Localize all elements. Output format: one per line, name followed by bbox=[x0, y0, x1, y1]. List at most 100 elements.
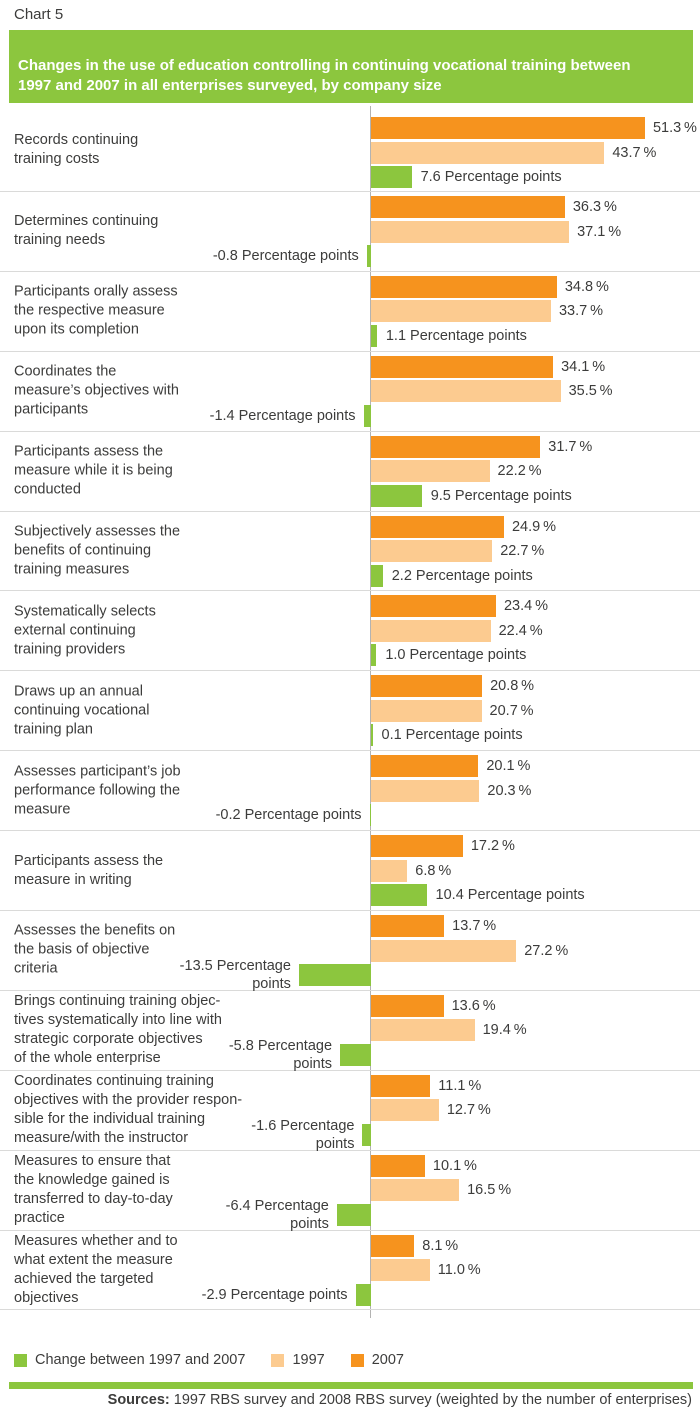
value-label-2007: 24.9 % bbox=[511, 518, 556, 535]
change-label: 9.5 Percentage points bbox=[430, 487, 572, 504]
bar-1997 bbox=[371, 1099, 439, 1122]
bar-2007 bbox=[371, 196, 565, 218]
bar-change bbox=[371, 884, 427, 907]
chart-title-banner: Changes in the use of education controll… bbox=[9, 30, 693, 103]
bar-1997 bbox=[371, 1019, 475, 1042]
value-label-1997: 22.2 % bbox=[497, 463, 542, 480]
chart-row: Brings continuing training objec- tives … bbox=[0, 991, 700, 1072]
change-label: 10.4 Percentage points bbox=[435, 887, 585, 904]
chart-row: Participants assess the measure while it… bbox=[0, 432, 700, 512]
legend-item-change: Change between 1997 and 2007 bbox=[14, 1352, 245, 1368]
bar-2007 bbox=[371, 117, 645, 139]
category-label: Participants orally assess the respectiv… bbox=[14, 283, 178, 338]
bar-change bbox=[366, 245, 371, 267]
category-label: Measures to ensure that the knowledge ga… bbox=[14, 1153, 173, 1227]
bar-change bbox=[336, 1203, 371, 1226]
legend-swatch-change bbox=[14, 1353, 27, 1367]
value-label-2007: 36.3 % bbox=[572, 199, 617, 215]
chart-row: Participants assess the measure in writi… bbox=[0, 831, 700, 912]
value-label-2007: 51.3 % bbox=[652, 120, 697, 136]
bar-2007 bbox=[371, 1074, 431, 1097]
bar-2007 bbox=[371, 595, 496, 618]
chart-row: Measures to ensure that the knowledge ga… bbox=[0, 1151, 700, 1232]
category-label: Draws up an annual continuing vocational… bbox=[14, 683, 150, 738]
value-label-2007: 23.4 % bbox=[503, 598, 548, 615]
bar-change bbox=[340, 1043, 371, 1066]
bar-change bbox=[371, 644, 377, 667]
legend-item-2007: 2007 bbox=[350, 1352, 404, 1368]
category-label: Assesses participant’s job performance f… bbox=[14, 763, 181, 818]
change-label: -2.9 Percentage points bbox=[201, 1286, 348, 1303]
category-label: Assesses the benefits on the basis of ob… bbox=[14, 922, 176, 977]
legend-label-change: Change between 1997 and 2007 bbox=[35, 1352, 246, 1368]
bar-change bbox=[298, 964, 371, 987]
category-label: Measures whether and to what extent the … bbox=[14, 1233, 178, 1307]
value-label-1997: 20.3 % bbox=[487, 782, 532, 799]
legend-label-1997: 1997 bbox=[292, 1352, 325, 1368]
category-label: Subjectively assesses the benefits of co… bbox=[14, 523, 181, 578]
bar-1997 bbox=[371, 220, 570, 243]
bar-1997 bbox=[371, 1259, 430, 1282]
value-label-1997: 33.7 % bbox=[558, 303, 603, 320]
bar-1997 bbox=[371, 380, 561, 403]
value-label-1997: 11.0 % bbox=[437, 1262, 481, 1279]
value-label-1997: 20.7 % bbox=[489, 702, 534, 719]
change-label: -0.8 Percentage points bbox=[212, 248, 359, 264]
bar-change bbox=[371, 324, 377, 347]
legend-label-2007: 2007 bbox=[371, 1352, 404, 1368]
bar-2007 bbox=[371, 1234, 415, 1257]
chart-row: Coordinates continuing training objectiv… bbox=[0, 1071, 700, 1152]
bar-change bbox=[362, 1123, 371, 1146]
legend-swatch-2007 bbox=[350, 1353, 364, 1367]
value-label-2007: 20.1 % bbox=[486, 758, 531, 775]
source-prefix: Sources: bbox=[107, 1392, 170, 1408]
value-label-2007: 20.8 % bbox=[490, 678, 535, 695]
bar-2007 bbox=[371, 915, 445, 938]
bar-1997 bbox=[371, 779, 480, 802]
category-label: Systematically selects external continui… bbox=[14, 603, 156, 658]
change-label: 1.1 Percentage points bbox=[385, 327, 527, 344]
value-label-2007: 13.6 % bbox=[451, 997, 496, 1014]
value-label-2007: 17.2 % bbox=[470, 838, 515, 855]
value-label-2007: 10.1 % bbox=[432, 1157, 477, 1174]
change-label: 7.6 Percentage points bbox=[420, 169, 562, 185]
category-label: Records continuing training costs bbox=[14, 131, 139, 167]
value-label-1997: 19.4 % bbox=[482, 1022, 527, 1039]
category-label: Brings continuing training objec- tives … bbox=[14, 993, 222, 1067]
value-label-2007: 8.1 % bbox=[422, 1237, 459, 1254]
legend-swatch-1997 bbox=[271, 1353, 285, 1367]
bar-change bbox=[371, 564, 383, 587]
value-label-1997: 6.8 % bbox=[415, 862, 452, 879]
value-label-1997: 43.7 % bbox=[612, 144, 657, 161]
value-label-2007: 13.7 % bbox=[452, 918, 497, 935]
chart-row: Participants orally assess the respectiv… bbox=[0, 272, 700, 352]
chart-row: Measures whether and to what extent the … bbox=[0, 1231, 700, 1311]
bar-1997 bbox=[371, 141, 605, 164]
chart-row: Records continuing training costs 51.3 % 4… bbox=[0, 108, 700, 192]
category-label: Coordinates the measure’s objectives wit… bbox=[14, 363, 179, 418]
bar-2007 bbox=[371, 435, 541, 458]
value-label-2007: 34.8 % bbox=[564, 278, 609, 295]
source-line: Sources: 1997 RBS survey and 2008 RBS su… bbox=[108, 1392, 692, 1408]
bar-1997 bbox=[371, 859, 408, 882]
bar-2007 bbox=[371, 515, 504, 538]
legend: Change between 1997 and 2007 1997 2007 bbox=[14, 1352, 430, 1368]
bar-1997 bbox=[371, 619, 491, 642]
bar-2007 bbox=[371, 994, 444, 1017]
category-label: Participants assess the measure while it… bbox=[14, 443, 173, 498]
bar-2007 bbox=[371, 355, 554, 378]
change-label: -1.6 Percentage points bbox=[251, 1117, 355, 1152]
bar-2007 bbox=[371, 835, 463, 858]
bar-2007 bbox=[371, 275, 557, 298]
value-label-1997: 37.1 % bbox=[577, 223, 622, 240]
category-label: Participants assess the measure in writi… bbox=[14, 852, 164, 888]
value-label-1997: 16.5 % bbox=[467, 1182, 512, 1199]
change-label: -0.2 Percentage points bbox=[215, 807, 362, 824]
bar-1997 bbox=[371, 1179, 460, 1202]
chart-row: Draws up an annual continuing vocational… bbox=[0, 671, 700, 752]
bar-change bbox=[363, 404, 371, 427]
change-label: 0.1 Percentage points bbox=[381, 727, 523, 744]
bar-change bbox=[371, 484, 422, 507]
change-label: -5.8 Percentage points bbox=[228, 1037, 333, 1072]
